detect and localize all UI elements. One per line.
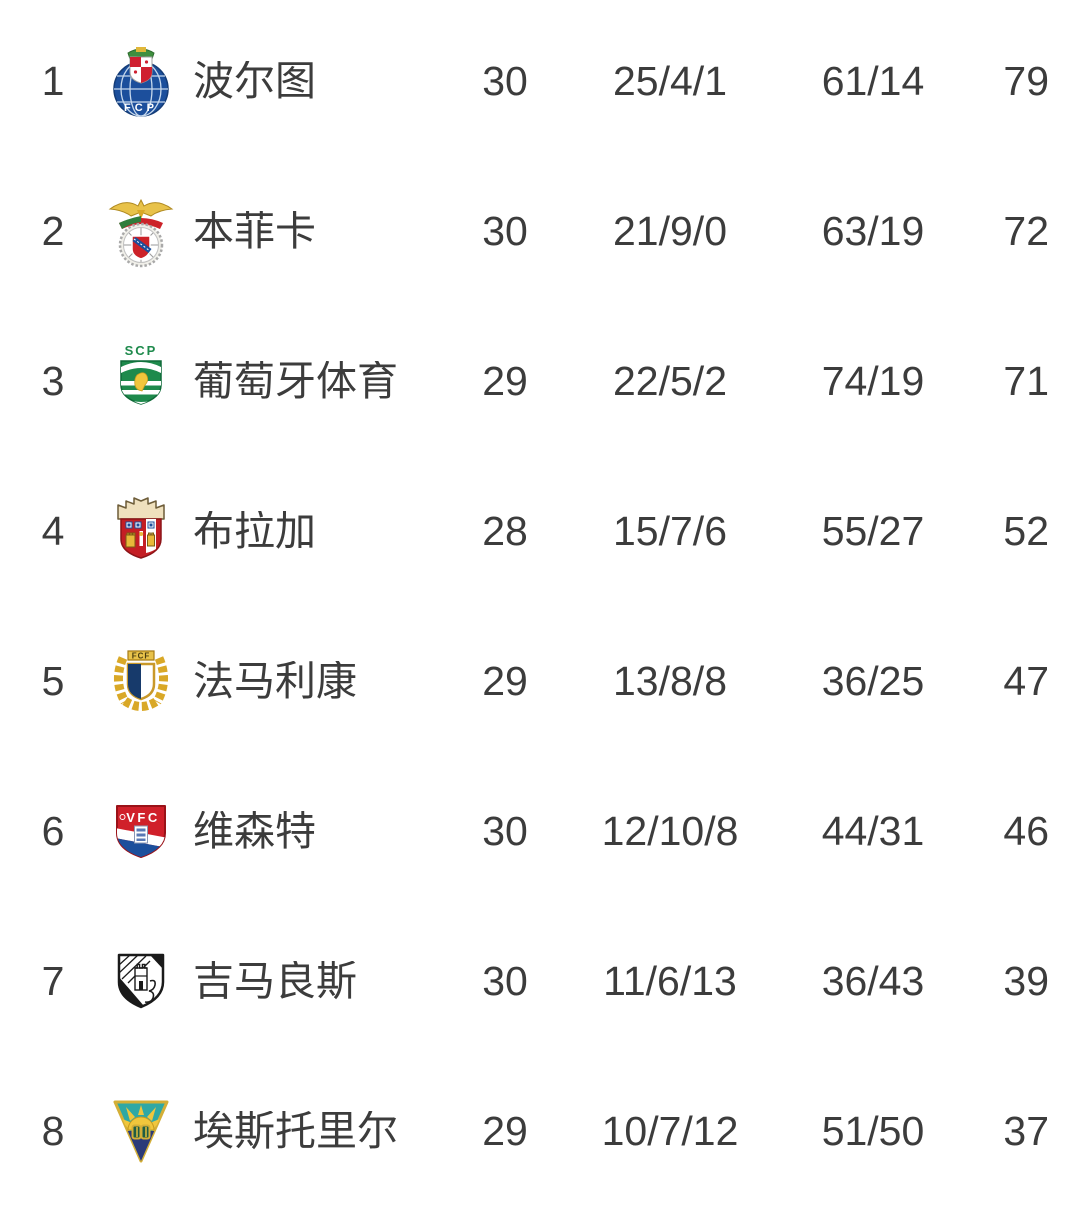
table-row[interactable]: 2 本菲卡 30 21/9/0 6 [0,156,1069,306]
played-cell: 29 [482,1107,528,1154]
table-row[interactable]: 5 FCF 法马利康 29 13/8/8 36/25 47 [0,606,1069,756]
goals-cell: 74/19 [821,357,925,404]
league-standings-table: 1 FCP 波尔图 30 [0,6,1069,1206]
team-name: 布拉加 [193,510,316,552]
win-draw-loss-cell: 25/4/1 [613,57,727,104]
win-draw-loss-cell: 12/10/8 [601,807,739,854]
points-cell: 46 [1003,807,1049,854]
played-cell: 30 [482,207,528,254]
crest-letters: FCF [132,652,151,661]
table-row[interactable]: 4 [0,456,1069,606]
team-name: 吉马良斯 [193,960,357,1002]
team-name: 波尔图 [193,60,316,102]
table-row[interactable]: 7 [0,906,1069,1056]
goals-cell: 36/43 [821,957,925,1004]
goals-cell: 51/50 [821,1107,925,1154]
estoril-crest-icon [106,1093,176,1169]
goals-cell: 44/31 [821,807,925,854]
points-cell: 79 [1003,57,1049,104]
crest-letters: VFC [126,810,160,825]
benfica-crest-icon [106,193,176,269]
crest-letters: FCP [124,102,158,114]
crest-letters: SCP [125,343,158,358]
rank-cell: 6 [41,807,65,854]
points-cell: 52 [1003,507,1049,554]
goals-cell: 55/27 [821,507,925,554]
table-row[interactable]: 1 FCP 波尔图 30 [0,6,1069,156]
team-name: 埃斯托里尔 [193,1110,398,1152]
rank-cell: 5 [41,657,65,704]
vitoria-guimaraes-crest-icon [106,943,176,1019]
braga-crest-icon [106,493,176,569]
points-cell: 72 [1003,207,1049,254]
rank-cell: 4 [41,507,65,554]
win-draw-loss-cell: 11/6/13 [603,957,737,1004]
win-draw-loss-cell: 10/7/12 [601,1107,739,1154]
played-cell: 28 [482,507,528,554]
team-name: 葡萄牙体育 [193,360,398,402]
win-draw-loss-cell: 21/9/0 [613,207,727,254]
played-cell: 30 [482,57,528,104]
win-draw-loss-cell: 13/8/8 [613,657,727,704]
played-cell: 29 [482,357,528,404]
rank-cell: 2 [41,207,65,254]
played-cell: 29 [482,657,528,704]
gil-vicente-crest-icon: VFC [106,793,176,869]
goals-cell: 63/19 [821,207,925,254]
win-draw-loss-cell: 22/5/2 [613,357,727,404]
team-name: 本菲卡 [193,210,316,252]
played-cell: 30 [482,807,528,854]
win-draw-loss-cell: 15/7/6 [613,507,727,554]
rank-cell: 8 [41,1107,65,1154]
points-cell: 71 [1003,357,1049,404]
table-row[interactable]: 6 VFC 维森特 30 [0,756,1069,906]
goals-cell: 61/14 [821,57,925,104]
team-name: 维森特 [193,810,316,852]
rank-cell: 1 [41,57,65,104]
points-cell: 37 [1003,1107,1049,1154]
sporting-cp-crest-icon: SCP [106,343,176,419]
points-cell: 39 [1003,957,1049,1004]
fc-porto-crest-icon: FCP [106,43,176,119]
famalicao-crest-icon: FCF [106,643,176,719]
rank-cell: 7 [41,957,65,1004]
table-row[interactable]: 3 SCP 葡萄牙体育 29 22/5/2 74/19 71 [0,306,1069,456]
table-row[interactable]: 8 [0,1056,1069,1206]
played-cell: 30 [482,957,528,1004]
points-cell: 47 [1003,657,1049,704]
rank-cell: 3 [41,357,65,404]
goals-cell: 36/25 [821,657,925,704]
team-name: 法马利康 [193,660,357,702]
